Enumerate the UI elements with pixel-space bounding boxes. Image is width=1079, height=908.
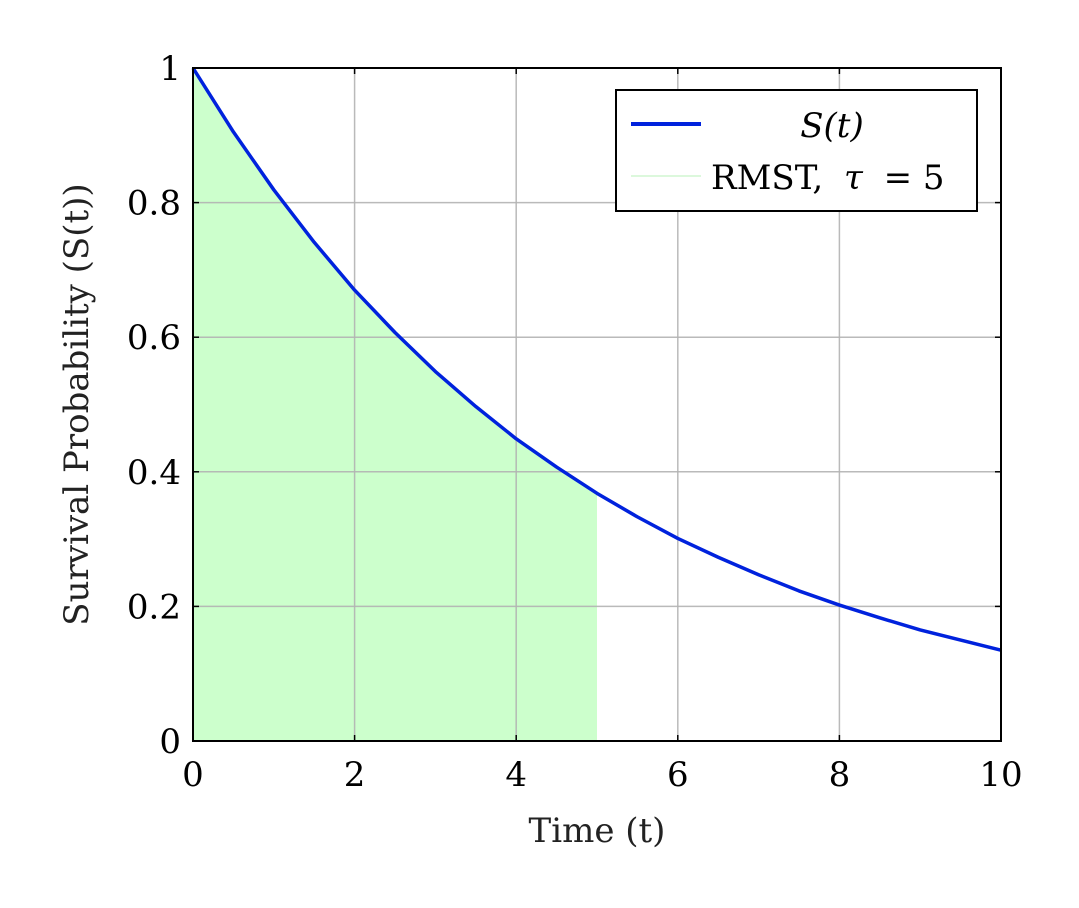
legend-box: [615, 89, 978, 212]
survival-curve: [191, 67, 1002, 652]
x-tick-label: 4: [505, 755, 527, 795]
x-tick-label: 2: [344, 755, 366, 795]
legend-rmst-tau: τ: [844, 158, 864, 198]
plot-frame: [192, 67, 1002, 742]
rmst-area-layer: [193, 68, 597, 741]
x-tick-labels: 0 2 4 6 8 10: [182, 68, 1023, 795]
legend-label-rmst: RMST, τ = 5: [711, 158, 945, 198]
legend-label-survival: S(t): [800, 106, 863, 146]
x-tick-label: 0: [182, 755, 204, 795]
y-tick-label: 0.8: [127, 184, 181, 224]
x-tick-label: 8: [829, 755, 851, 795]
y-tick-labels: 0 0.2 0.4 0.6 0.8 1: [127, 49, 1001, 762]
y-tick-label: 0.2: [127, 587, 181, 627]
y-tick-label: 0.4: [127, 453, 181, 493]
legend-rmst-prefix: RMST,: [711, 158, 823, 198]
rmst-area: [193, 68, 597, 741]
x-tick-label: 10: [979, 755, 1022, 795]
y-tick-label: 0: [159, 722, 181, 762]
x-axis-title: Time (t): [529, 811, 666, 851]
survival-curve-layer: [191, 67, 1002, 652]
y-axis-title: Survival Probability (S(t)): [57, 183, 97, 625]
legend: S(t) RMST, τ = 5: [615, 89, 978, 212]
y-tick-label: 1: [159, 49, 181, 89]
x-tick-label: 6: [667, 755, 689, 795]
y-tick-label: 0.6: [127, 318, 181, 358]
legend-rmst-suffix: = 5: [884, 158, 945, 198]
